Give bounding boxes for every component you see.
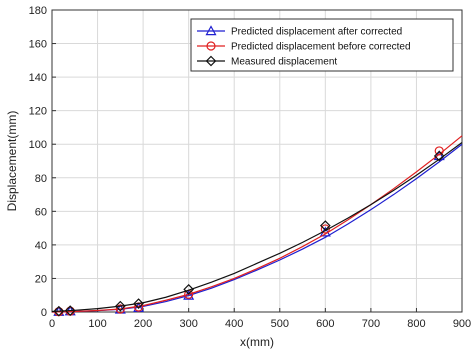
x-tick-label: 100	[88, 318, 106, 330]
x-tick-label: 700	[362, 318, 380, 330]
y-tick-label: 40	[35, 240, 47, 252]
data-point	[133, 298, 144, 309]
y-tick-label: 20	[35, 273, 47, 285]
series-line	[51, 135, 463, 313]
legend-label: Predicted displacement before corrected	[231, 42, 411, 53]
data-point	[433, 150, 445, 162]
legend-marker	[206, 41, 216, 51]
legend-marker	[205, 25, 217, 36]
y-tick-label: 140	[29, 72, 47, 84]
legend: Predicted displacement after corrected Pr…	[190, 18, 454, 72]
y-tick-label: 80	[35, 173, 47, 185]
data-point	[115, 304, 125, 314]
series-2	[51, 142, 463, 317]
data-point	[53, 305, 65, 317]
x-tick-label: 500	[271, 318, 289, 330]
data-point	[183, 284, 195, 295]
x-axis-title: x(mm)	[240, 335, 274, 349]
data-point	[319, 220, 331, 231]
legend-marker	[205, 55, 217, 67]
axes: 0 100 200 300 400 500 600 700 800 900 0 20 40 60 80 100…	[5, 5, 471, 349]
x-tick-label: 600	[316, 318, 334, 330]
x-tick-label: 400	[225, 318, 243, 330]
y-tick-label: 60	[35, 206, 47, 218]
series-layer	[51, 135, 463, 317]
y-tick-label: 100	[29, 139, 47, 151]
x-tick-label: 300	[179, 318, 197, 330]
y-tick-label: 160	[29, 39, 47, 51]
legend-box	[190, 18, 454, 72]
legend-label: Measured displacement	[231, 57, 337, 68]
data-point	[434, 146, 444, 156]
x-tick-label: 800	[407, 318, 425, 330]
x-tick-label: 900	[453, 318, 471, 330]
x-tick-label: 0	[49, 318, 55, 330]
legend-label: Predicted displacement after corrected	[231, 27, 402, 38]
plot-frame	[51, 9, 463, 313]
y-tick-label: 180	[29, 5, 47, 17]
y-tick-label: 120	[29, 106, 47, 118]
x-tick-label: 200	[134, 318, 152, 330]
y-axis-title: Displacement(mm)	[5, 111, 19, 212]
series-line	[51, 142, 463, 313]
y-tick-label: 0	[41, 307, 47, 319]
data-point	[64, 305, 76, 317]
data-point	[114, 300, 126, 312]
